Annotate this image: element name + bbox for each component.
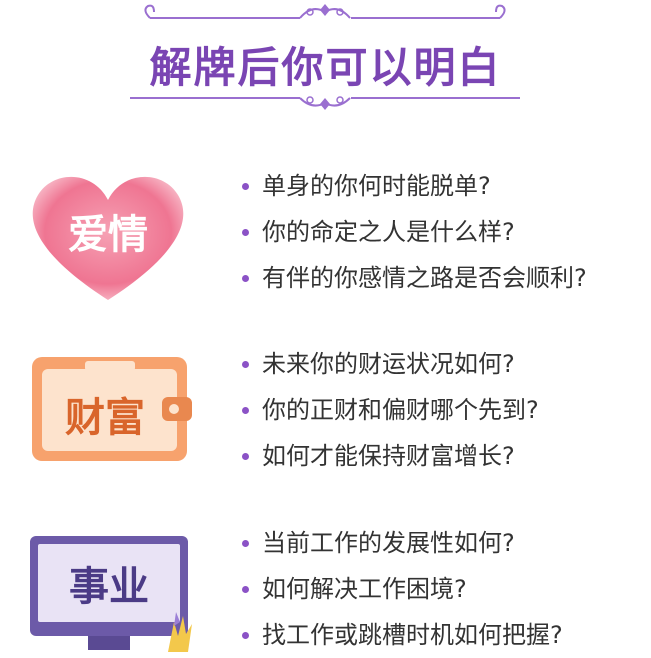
- wallet-icon: 财富: [30, 355, 195, 465]
- bullet-icon: [242, 275, 249, 282]
- list-item: 当前工作的发展性如何?: [240, 520, 563, 566]
- list-item: 如何解决工作困境?: [240, 566, 563, 612]
- section-love-label: 爱情: [68, 211, 148, 258]
- section-career-label: 事业: [69, 563, 149, 610]
- bullet-icon: [242, 453, 249, 460]
- bullet-icon: [242, 229, 249, 236]
- list-item: 有伴的你感情之路是否会顺利?: [240, 255, 587, 301]
- love-questions: 单身的你何时能脱单? 你的命定之人是什么样? 有伴的你感情之路是否会顺利?: [240, 163, 587, 301]
- list-item: 未来你的财运状况如何?: [240, 341, 539, 387]
- list-item: 找工作或跳槽时机如何把握?: [240, 612, 563, 658]
- page-title: 解牌后你可以明白: [149, 43, 502, 92]
- section-wealth-label: 财富: [65, 394, 145, 441]
- bottom-ornament-icon: [130, 96, 520, 110]
- wealth-questions: 未来你的财运状况如何? 你的正财和偏财哪个先到? 如何才能保持财富增长?: [240, 341, 539, 479]
- list-item: 你的命定之人是什么样?: [240, 209, 587, 255]
- career-questions: 当前工作的发展性如何? 如何解决工作困境? 找工作或跳槽时机如何把握?: [240, 520, 563, 658]
- section-wealth: 财富 未来你的财运状况如何? 你的正财和偏财哪个先到? 如何才能保持财富增长?: [0, 330, 651, 490]
- page-header: 解牌后你可以明白: [0, 0, 651, 120]
- section-love: 爱情 单身的你何时能脱单? 你的命定之人是什么样? 有伴的你感情之路是否会顺利?: [0, 150, 651, 310]
- bullet-icon: [242, 586, 249, 593]
- heart-icon: 爱情: [18, 160, 198, 310]
- bullet-icon: [242, 361, 249, 368]
- monitor-icon: 事业: [28, 534, 198, 654]
- bullet-icon: [242, 540, 249, 547]
- list-item: 如何才能保持财富增长?: [240, 433, 539, 479]
- top-ornament-icon: [144, 4, 506, 19]
- list-item: 单身的你何时能脱单?: [240, 163, 587, 209]
- bullet-icon: [242, 632, 249, 639]
- section-career: 事业 当前工作的发展性如何? 如何解决工作困境? 找工作或跳槽时机如何把握?: [0, 510, 651, 654]
- bullet-icon: [242, 407, 249, 414]
- bullet-icon: [242, 183, 249, 190]
- list-item: 你的正财和偏财哪个先到?: [240, 387, 539, 433]
